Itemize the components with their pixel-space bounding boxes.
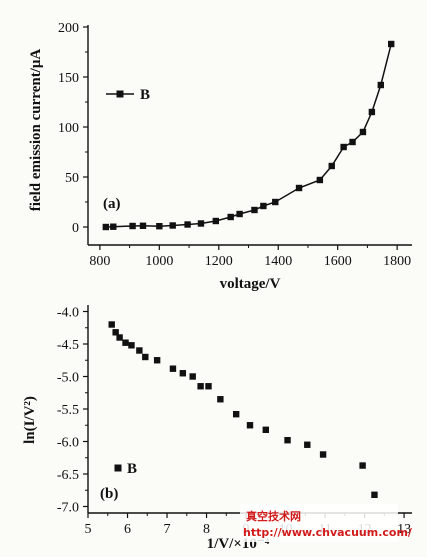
watermark-url: http://www.chvacuum.com/	[243, 526, 413, 539]
data-point	[142, 353, 149, 361]
x-tick-label: 1400	[264, 254, 292, 269]
data-point	[112, 329, 119, 336]
data-point	[371, 491, 378, 498]
data-point	[189, 373, 196, 380]
panel-label: (b)	[100, 486, 118, 502]
y-tick-label: -6.0	[57, 436, 79, 451]
x-tick-label: 13	[397, 522, 411, 537]
series-line	[105, 43, 392, 228]
x-axis-label: voltage/V	[220, 276, 281, 292]
data-point	[262, 426, 270, 433]
data-point	[179, 370, 187, 377]
data-point	[169, 365, 177, 372]
y-tick-label: -5.0	[57, 371, 79, 386]
data-point	[129, 222, 136, 230]
x-tick-label: 1200	[205, 254, 233, 269]
data-point	[328, 162, 335, 170]
data-point	[153, 357, 161, 364]
data-point	[319, 451, 327, 458]
data-point	[227, 213, 234, 221]
x-tick-label: 800	[89, 254, 110, 269]
x-tick-label: 1800	[383, 254, 411, 269]
data-point	[387, 40, 395, 48]
legend-marker	[114, 464, 122, 472]
watermark-title: 真空技术网	[246, 509, 301, 523]
data-point	[251, 206, 258, 214]
data-point	[212, 217, 220, 225]
data-point	[295, 184, 303, 192]
data-point	[217, 396, 224, 403]
x-tick-label: 7	[164, 522, 171, 537]
y-axis-label: ln(I/V²)	[22, 396, 38, 444]
y-tick-label: -5.5	[57, 403, 79, 418]
x-tick-label: 1600	[324, 254, 352, 269]
y-tick-label: 100	[58, 121, 79, 136]
data-point	[169, 222, 176, 229]
y-axis-label: field emission current/μA	[28, 49, 44, 212]
data-point	[116, 334, 123, 341]
data-point	[377, 81, 384, 89]
x-tick-label: 1000	[145, 254, 173, 269]
x-tick-label: 5	[85, 522, 92, 537]
legend-marker	[116, 90, 124, 98]
data-point	[108, 321, 115, 328]
watermark: 真空技术网 http://www.chvacuum.com/	[240, 504, 413, 542]
data-point	[232, 411, 240, 418]
data-point	[349, 138, 356, 146]
panel-label: (a)	[103, 196, 121, 212]
data-point	[136, 347, 143, 354]
y-tick-label: 50	[65, 171, 79, 186]
data-point	[128, 342, 135, 349]
y-tick-label: -6.5	[57, 468, 79, 483]
data-point	[139, 222, 147, 229]
data-point	[284, 437, 291, 444]
y-tick-label: 150	[58, 71, 79, 86]
data-point	[122, 339, 129, 346]
data-point	[368, 108, 376, 116]
data-point	[110, 223, 117, 230]
data-point	[197, 220, 205, 227]
data-point	[156, 223, 163, 230]
data-point	[197, 383, 204, 390]
data-point	[359, 462, 366, 469]
data-point	[340, 143, 347, 151]
panel-a: 800 1000 1200 1400 1600 1800 0 50 100 150 200 volta…	[28, 21, 412, 292]
data-point	[205, 383, 212, 390]
data-point	[102, 223, 110, 231]
watermark-box	[240, 504, 398, 542]
y-tick-label: 0	[72, 221, 79, 236]
data-point	[236, 210, 243, 218]
y-tick-label: -4.0	[57, 306, 79, 321]
x-tick-label: 8	[203, 522, 210, 537]
data-point	[359, 128, 367, 136]
legend-label: B	[127, 461, 137, 477]
data-point	[184, 221, 191, 228]
data-point	[304, 441, 311, 448]
legend-label: B	[140, 87, 150, 103]
data-point	[260, 202, 267, 210]
y-tick-label: -7.0	[57, 501, 79, 516]
data-point	[272, 198, 279, 206]
y-tick-label: 200	[58, 21, 79, 36]
data-point	[246, 422, 254, 429]
y-tick-label: -4.5	[57, 338, 79, 353]
x-tick-label: 6	[124, 522, 131, 537]
data-point	[316, 176, 324, 184]
